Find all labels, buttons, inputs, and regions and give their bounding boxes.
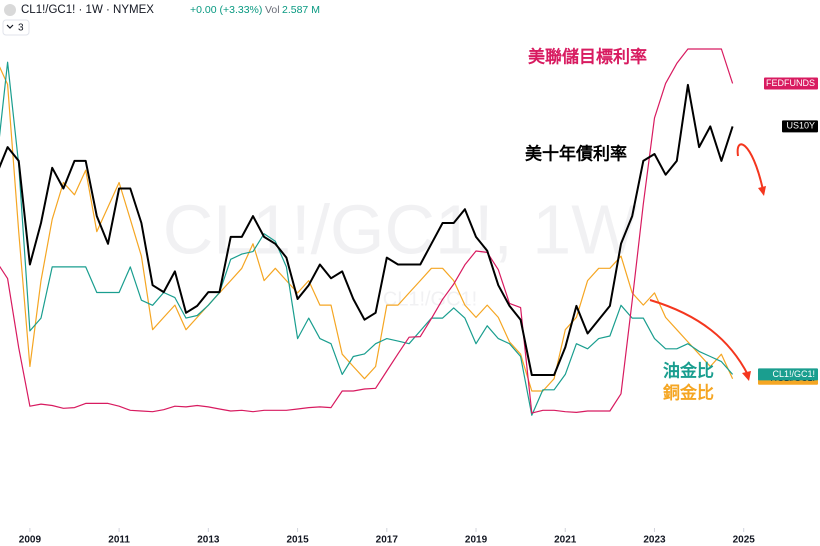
series-line <box>0 66 734 392</box>
annotation: 油金比 <box>663 360 714 380</box>
arrow-head <box>742 371 751 381</box>
series-line <box>0 61 734 416</box>
trend-arrow <box>736 143 764 191</box>
x-tick-label: 2013 <box>197 535 220 546</box>
x-tick-label: 2019 <box>465 535 488 546</box>
x-tick-label: 2017 <box>376 535 399 546</box>
price-badge <box>758 368 818 381</box>
x-axis: 2009 2011 2013 2015 2017 2019 2021 2023 2025 <box>19 528 756 546</box>
x-tick-label: 2009 <box>19 535 42 546</box>
annotation: 銅金比 <box>663 382 714 402</box>
legend-label: CL1!/GC1! <box>772 369 815 379</box>
annotation: 美聯儲目標利率 <box>528 46 647 66</box>
legend-label: US10Y <box>786 121 815 131</box>
watermark-subtitle: CL1!/GC1! <box>383 288 477 310</box>
symbol-title[interactable]: CL1!/GC1! · 1W · NYMEX <box>21 4 154 16</box>
plot-area <box>0 48 734 416</box>
header: CL1!/GC1! · 1W · NYMEX +0.00 (+3.33%) Vo… <box>2 4 320 36</box>
x-tick-label: 2025 <box>733 535 756 546</box>
x-tick-label: 2011 <box>108 535 130 546</box>
trend-arrow <box>649 299 749 376</box>
x-tick-label: 2015 <box>286 535 309 546</box>
volume-label: Vol <box>265 4 280 16</box>
volume-value: 2.587 M <box>282 4 320 16</box>
price-badge <box>764 77 818 90</box>
x-tick-label: 2021 <box>554 535 577 546</box>
annotation: 美十年債利率 <box>525 143 627 163</box>
series-line <box>0 48 734 414</box>
indicators-toggle[interactable] <box>2 19 30 36</box>
background-layer: CL1!/GC1!, 1W CL1!/GC1! <box>163 190 638 310</box>
price-change: +0.00 (+3.33%) <box>190 4 262 16</box>
annotations: 美聯儲目標利率 美十年債利率 油金比 銅金比 <box>525 46 766 402</box>
symbol-logo <box>4 4 16 16</box>
series-line <box>0 83 734 376</box>
legend-label: FEDFUNDS <box>766 78 815 88</box>
x-tick-label: 2023 <box>643 535 666 546</box>
watermark: CL1!/GC1!, 1W <box>163 190 638 268</box>
indicator-count: 3 <box>18 23 24 34</box>
price-badge <box>782 120 818 133</box>
chevron-icon <box>6 24 14 29</box>
arrow-head <box>758 186 766 196</box>
